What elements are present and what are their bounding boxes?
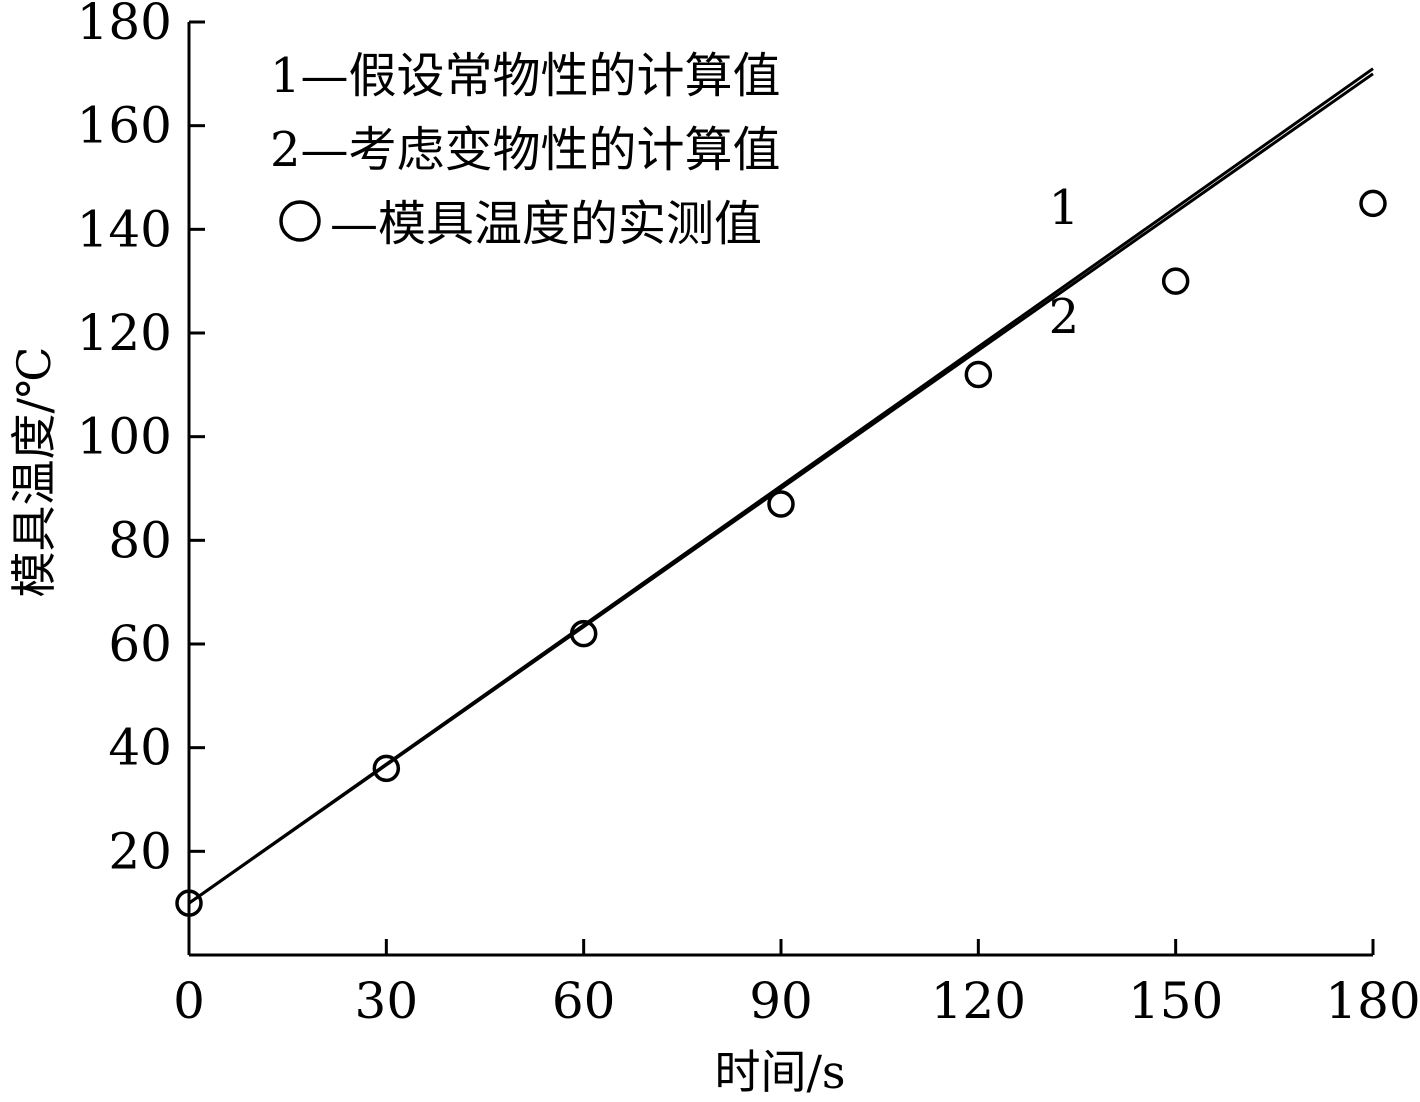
legend-marker-measured bbox=[279, 200, 321, 242]
measured-point bbox=[964, 360, 993, 389]
x-tick-label: 30 bbox=[355, 972, 419, 1030]
measured-point bbox=[372, 754, 401, 783]
measured-point bbox=[569, 619, 598, 648]
y-tick-label: 120 bbox=[77, 304, 172, 362]
x-axis-ticks: 0 30 60 90 120 150 180 bbox=[173, 939, 1420, 1030]
y-tick-label: 180 bbox=[77, 0, 172, 51]
y-tick-label: 80 bbox=[108, 511, 172, 569]
y-axis-ticks: 20 40 60 80 100 120 140 160 180 bbox=[77, 0, 205, 880]
y-tick-label: 100 bbox=[77, 408, 172, 466]
legend: 1—假设常物性的计算值 2—考虑变物性的计算值 —模具温度的实测值 bbox=[270, 48, 781, 252]
y-tick-label: 160 bbox=[77, 97, 172, 155]
measured-point bbox=[175, 889, 203, 917]
series-points bbox=[175, 189, 1387, 917]
x-tick-label: 150 bbox=[1128, 972, 1223, 1030]
measured-point bbox=[1359, 189, 1387, 218]
measured-point bbox=[1161, 267, 1190, 295]
curve-labels: 12 bbox=[1049, 180, 1080, 345]
curve-label-2: 2 bbox=[1049, 289, 1080, 345]
y-tick-label: 60 bbox=[108, 615, 172, 673]
series-line-2 bbox=[188, 72, 1374, 905]
y-tick-label: 140 bbox=[77, 200, 172, 258]
x-tick-label: 120 bbox=[931, 972, 1026, 1030]
y-tick-label: 40 bbox=[108, 719, 172, 777]
y-axis-label: 模具温度/℃ bbox=[7, 347, 61, 598]
x-tick-label: 60 bbox=[552, 972, 616, 1030]
legend-entry-1: 1—假设常物性的计算值 bbox=[270, 48, 781, 104]
curve-label-1: 1 bbox=[1049, 180, 1080, 236]
series-lines bbox=[188, 67, 1374, 905]
x-tick-label: 90 bbox=[749, 972, 813, 1030]
x-tick-label: 180 bbox=[1325, 972, 1420, 1030]
legend-entry-2: 2—考虑变物性的计算值 bbox=[270, 122, 781, 178]
measured-point bbox=[767, 490, 795, 518]
x-axis-label: 时间/s bbox=[714, 1045, 845, 1099]
legend-entry-3: —模具温度的实测值 bbox=[330, 196, 762, 252]
y-tick-label: 20 bbox=[108, 822, 172, 880]
x-tick-label: 0 bbox=[173, 972, 205, 1030]
